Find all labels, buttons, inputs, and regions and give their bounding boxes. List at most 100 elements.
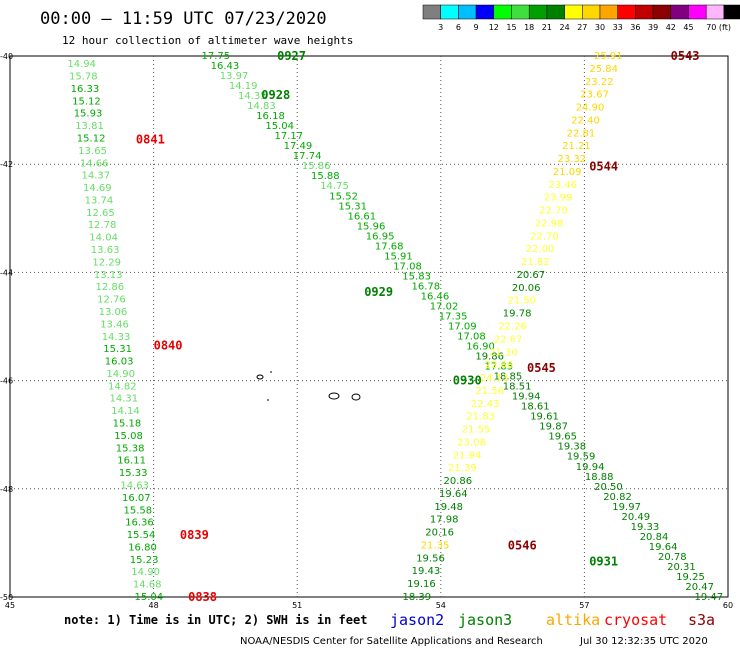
wave-height-value: 15.38	[116, 443, 145, 454]
wave-height-value: 14.31	[110, 394, 139, 405]
legend-entry: cryosat	[604, 611, 667, 629]
x-tick-label: 54	[436, 601, 446, 610]
wave-height-value: 21.21	[562, 141, 591, 152]
colorbar-tick: 42	[666, 23, 676, 32]
wave-height-value: 19.61	[530, 412, 559, 423]
wave-height-value: 14.90	[106, 369, 135, 380]
wave-height-value: 13.13	[94, 270, 123, 281]
wave-height-value: 13.06	[99, 307, 128, 318]
wave-height-value: 20.84	[640, 532, 669, 543]
island-shape	[351, 393, 361, 401]
wave-height-value: 13.74	[85, 195, 114, 206]
island-shape	[256, 374, 264, 380]
wave-height-value: 20.16	[425, 528, 454, 539]
wave-height-value: 16.46	[421, 291, 450, 302]
wave-height-value: 14.94	[67, 59, 96, 70]
colorbar-swatch	[617, 4, 636, 20]
colorbar-swatch	[422, 4, 441, 20]
wave-height-value: 12.76	[97, 295, 126, 306]
colorbar-swatch	[723, 4, 740, 20]
wave-height-value: 15.91	[384, 251, 413, 262]
wave-height-value: 16.33	[71, 84, 100, 95]
wave-height-value: 14.63	[120, 481, 149, 492]
wave-height-value: 21.83	[466, 412, 495, 423]
wave-height-value: 22.40	[571, 115, 600, 126]
wave-height-value: 21.50	[507, 296, 536, 307]
wave-height-value: 15.12	[77, 134, 106, 145]
wave-height-value: 14.75	[320, 181, 349, 192]
wave-height-value: 19.59	[567, 452, 596, 463]
wave-height-value: 15.04	[265, 121, 294, 132]
wave-height-value: 21.35	[421, 541, 450, 552]
pass-time-label: 0838	[188, 590, 217, 604]
wave-height-value: 17.98	[430, 515, 459, 526]
colorbar-tick: 24	[560, 23, 570, 32]
wave-height-value: 13.65	[78, 146, 107, 157]
wave-height-value: 15.23	[130, 555, 159, 566]
wave-height-value: 22.26	[498, 322, 527, 333]
wave-height-value: 19.78	[503, 309, 532, 320]
wave-height-value: 15.78	[69, 72, 98, 83]
wave-height-value: 21.39	[448, 463, 477, 474]
axis-ticks: 45 48 51 54 57 60 -40 -42 -44 -46 -48 -50	[0, 52, 733, 610]
wave-height-value: 13.97	[220, 71, 249, 82]
wave-height-value: 14.19	[229, 81, 258, 92]
chart-subtitle: 12 hour collection of altimeter wave hei…	[62, 34, 353, 47]
colorbar-tick: 18	[524, 23, 534, 32]
colorbar-tick: 39	[648, 23, 658, 32]
colorbar-tick: 36	[630, 23, 640, 32]
colorbar-swatch	[688, 4, 707, 20]
colorbar-swatch	[582, 4, 601, 20]
wave-height-value: 15.33	[119, 468, 148, 479]
wave-height-value: 14.69	[83, 183, 112, 194]
wave-height-value: 19.64	[439, 489, 468, 500]
wave-height-value: 19.65	[548, 432, 577, 443]
wave-height-value: 15.83	[402, 271, 431, 282]
wave-height-value: 17.09	[448, 322, 477, 333]
wave-height-value: 14.66	[80, 158, 109, 169]
pass-time-label: 0929	[364, 285, 393, 299]
wave-height-value: 13.63	[91, 245, 120, 256]
wave-height-value: 23.46	[548, 180, 577, 191]
wave-height-value: 15.04	[135, 592, 164, 603]
pass-time-label: 0839	[180, 528, 209, 542]
wave-height-value: 16.18	[256, 111, 285, 122]
y-tick-label: -50	[0, 593, 13, 602]
wave-height-value: 15.08	[114, 431, 143, 442]
wave-height-value: 14.83	[247, 101, 276, 112]
pass-time-label: 0545	[527, 361, 556, 375]
timestamp-text: Jul 30 12:32:35 UTC 2020	[579, 636, 708, 647]
wave-height-value: 14.33	[102, 332, 131, 343]
pass-time-label: 0841	[136, 132, 165, 146]
wave-height-value: 19.48	[434, 502, 463, 513]
wave-height-value: 19.87	[539, 422, 568, 433]
wave-height-value: 20.67	[517, 270, 546, 281]
wave-height-value: 15.86	[302, 161, 331, 172]
colorbar-swatch	[635, 4, 654, 20]
colorbar-swatch	[511, 4, 530, 20]
wave-height-value: 22.43	[471, 399, 500, 410]
wave-height-value: 18.85	[494, 372, 523, 383]
pass-time-label: 0930	[453, 374, 482, 388]
island-shape	[328, 392, 340, 400]
wave-height-value: 15.58	[124, 505, 153, 516]
credit-text: NOAA/NESDIS Center for Satellite Applica…	[240, 636, 543, 647]
colorbar-tick: 27	[577, 23, 587, 32]
wave-height-value: 17.83	[485, 362, 514, 373]
wave-height-value: 20.78	[658, 552, 687, 563]
wave-height-value: 22.81	[567, 128, 596, 139]
wave-height-value: 20.82	[603, 492, 632, 503]
y-tick-label: -46	[0, 377, 13, 386]
colorbar-swatch	[564, 4, 583, 20]
wave-height-value: 15.54	[127, 530, 156, 541]
wave-height-value: 12.86	[96, 282, 125, 293]
wave-height-value: 15.96	[357, 221, 386, 232]
wave-height-value: 16.95	[366, 231, 395, 242]
wave-height-value: 22.70	[530, 231, 559, 242]
legend-entry: jason3	[458, 611, 512, 629]
wave-height-value: 18.39	[403, 592, 432, 603]
colorbar-swatch	[475, 4, 495, 20]
wave-height-value: 21.55	[462, 425, 491, 436]
wave-height-value: 19.47	[695, 592, 724, 603]
